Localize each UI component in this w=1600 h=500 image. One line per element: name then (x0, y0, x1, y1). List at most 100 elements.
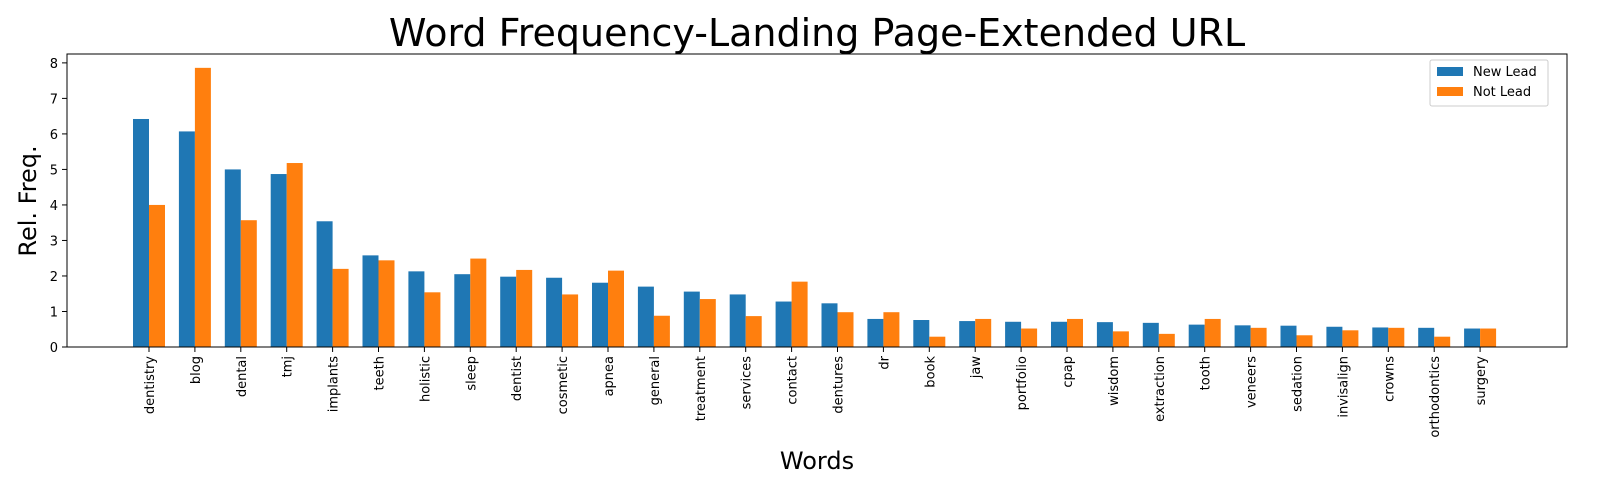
bar-not-lead-services (745, 316, 762, 347)
bar-new-lead-portfolio (1005, 321, 1022, 347)
bar-new-lead-crowns (1372, 327, 1389, 347)
bar-new-lead-general (637, 286, 654, 347)
bar-not-lead-veneers (1250, 327, 1267, 347)
bar-not-lead-dentist (516, 269, 533, 347)
x-tick-label-services: services (740, 356, 755, 410)
x-tick-label-dental: dental (235, 356, 250, 397)
bar-new-lead-dr (867, 318, 884, 347)
bar-new-lead-tmj (270, 174, 287, 347)
x-tick-label-dentist: dentist (510, 356, 525, 401)
x-tick-label-tmj: tmj (281, 356, 296, 377)
x-tick-label-portfolio: portfolio (1015, 356, 1030, 410)
y-axis-label: Rel. Freq. (14, 145, 42, 256)
x-tick-label-implants: implants (327, 356, 342, 412)
x-tick-label-cpap: cpap (1061, 356, 1076, 388)
bar-new-lead-blog (178, 131, 195, 347)
x-tick-label-crowns: crowns (1382, 356, 1397, 402)
bar-not-lead-invisalign (1342, 330, 1359, 347)
bar-new-lead-dental (224, 169, 241, 347)
plot-frame (66, 53, 1568, 348)
x-tick-label-wisdom: wisdom (1107, 356, 1122, 406)
y-tick-label-4: 4 (50, 199, 58, 214)
bar-new-lead-wisdom (1096, 322, 1113, 347)
bar-not-lead-contact (791, 281, 808, 347)
y-tick-label-1: 1 (50, 305, 58, 320)
bar-not-lead-cosmetic (562, 294, 579, 347)
bar-not-lead-portfolio (1021, 328, 1038, 347)
x-tick-label-treatment: treatment (694, 356, 709, 421)
bar-new-lead-surgery (1464, 328, 1481, 347)
x-tick-label-holistic: holistic (418, 356, 433, 402)
bar-not-lead-book (929, 336, 946, 347)
y-tick-label-5: 5 (50, 163, 58, 178)
x-tick-label-jaw: jaw (969, 356, 984, 380)
x-axis-label: Words (780, 447, 854, 475)
legend-label-not-lead: Not Lead (1473, 85, 1531, 100)
x-axis: dentistry blog dental tmj implants teeth holis… (143, 347, 1489, 438)
x-tick-label-veneers: veneers (1245, 356, 1260, 408)
bar-new-lead-jaw (959, 321, 976, 347)
bar-new-lead-cosmetic (546, 277, 563, 347)
bar-not-lead-dentistry (149, 204, 165, 347)
bar-new-lead-cpap (1051, 321, 1067, 347)
bar-not-lead-implants (332, 268, 349, 347)
bar-not-lead-dr (883, 312, 900, 347)
bar-new-lead-teeth (362, 255, 379, 347)
bar-not-lead-apnea (608, 270, 624, 347)
bar-not-lead-general (653, 315, 670, 347)
x-tick-label-dentures: dentures (832, 356, 847, 414)
x-tick-label-dr: dr (877, 355, 892, 369)
bar-not-lead-treatment (699, 299, 716, 347)
bar-new-lead-treatment (683, 291, 700, 347)
x-tick-label-dentistry: dentistry (143, 356, 158, 414)
bar-new-lead-holistic (408, 271, 425, 347)
bar-not-lead-tooth (1204, 318, 1221, 347)
bar-not-lead-holistic (424, 292, 441, 347)
legend-swatch-new-lead (1437, 67, 1463, 76)
bar-not-lead-jaw (975, 318, 992, 347)
x-tick-label-orthodontics: orthodontics (1428, 356, 1443, 438)
bar-new-lead-sedation (1280, 325, 1297, 347)
bar-new-lead-tooth (1188, 324, 1205, 347)
x-tick-label-extraction: extraction (1153, 356, 1168, 422)
x-tick-label-cosmetic: cosmetic (556, 356, 571, 414)
bar-not-lead-extraction (1158, 333, 1175, 347)
bar-not-lead-orthodontics (1434, 336, 1451, 347)
bar-new-lead-extraction (1142, 322, 1159, 347)
y-tick-label-6: 6 (50, 128, 58, 143)
bar-not-lead-sedation (1296, 335, 1313, 347)
x-tick-label-contact: contact (786, 356, 801, 405)
bar-not-lead-tmj (286, 163, 303, 347)
x-tick-label-book: book (923, 356, 938, 388)
bar-not-lead-sleep (470, 258, 487, 347)
chart-title: Word Frequency-Landing Page-Extended URL (389, 11, 1245, 55)
bar-not-lead-blog (194, 67, 211, 347)
y-tick-label-0: 0 (50, 341, 58, 356)
x-tick-label-sedation: sedation (1291, 356, 1306, 412)
legend-swatch-not-lead (1437, 87, 1463, 96)
bar-not-lead-teeth (378, 260, 395, 347)
legend-label-new-lead: New Lead (1473, 65, 1537, 80)
bar-new-lead-orthodontics (1418, 327, 1435, 347)
bar-new-lead-book (913, 320, 930, 347)
bar-not-lead-wisdom (1112, 331, 1129, 347)
x-tick-label-sleep: sleep (464, 356, 479, 391)
bar-new-lead-dentistry (133, 118, 149, 348)
y-tick-label-2: 2 (50, 270, 58, 285)
bar-new-lead-services (729, 294, 746, 347)
bar-new-lead-dentures (821, 303, 838, 347)
bar-new-lead-veneers (1234, 325, 1251, 347)
y-tick-label-7: 7 (50, 92, 58, 107)
x-tick-label-teeth: teeth (373, 356, 388, 390)
x-tick-label-tooth: tooth (1199, 356, 1214, 390)
bar-not-lead-surgery (1480, 328, 1497, 347)
x-tick-label-blog: blog (189, 356, 204, 384)
x-tick-label-invisalign: invisalign (1336, 356, 1351, 418)
bar-new-lead-apnea (592, 282, 608, 347)
x-tick-label-surgery: surgery (1474, 356, 1489, 406)
bar-new-lead-dentist (500, 276, 517, 347)
bar-new-lead-implants (316, 221, 333, 347)
bar-new-lead-sleep (454, 274, 471, 347)
bar-not-lead-dentures (837, 312, 854, 347)
